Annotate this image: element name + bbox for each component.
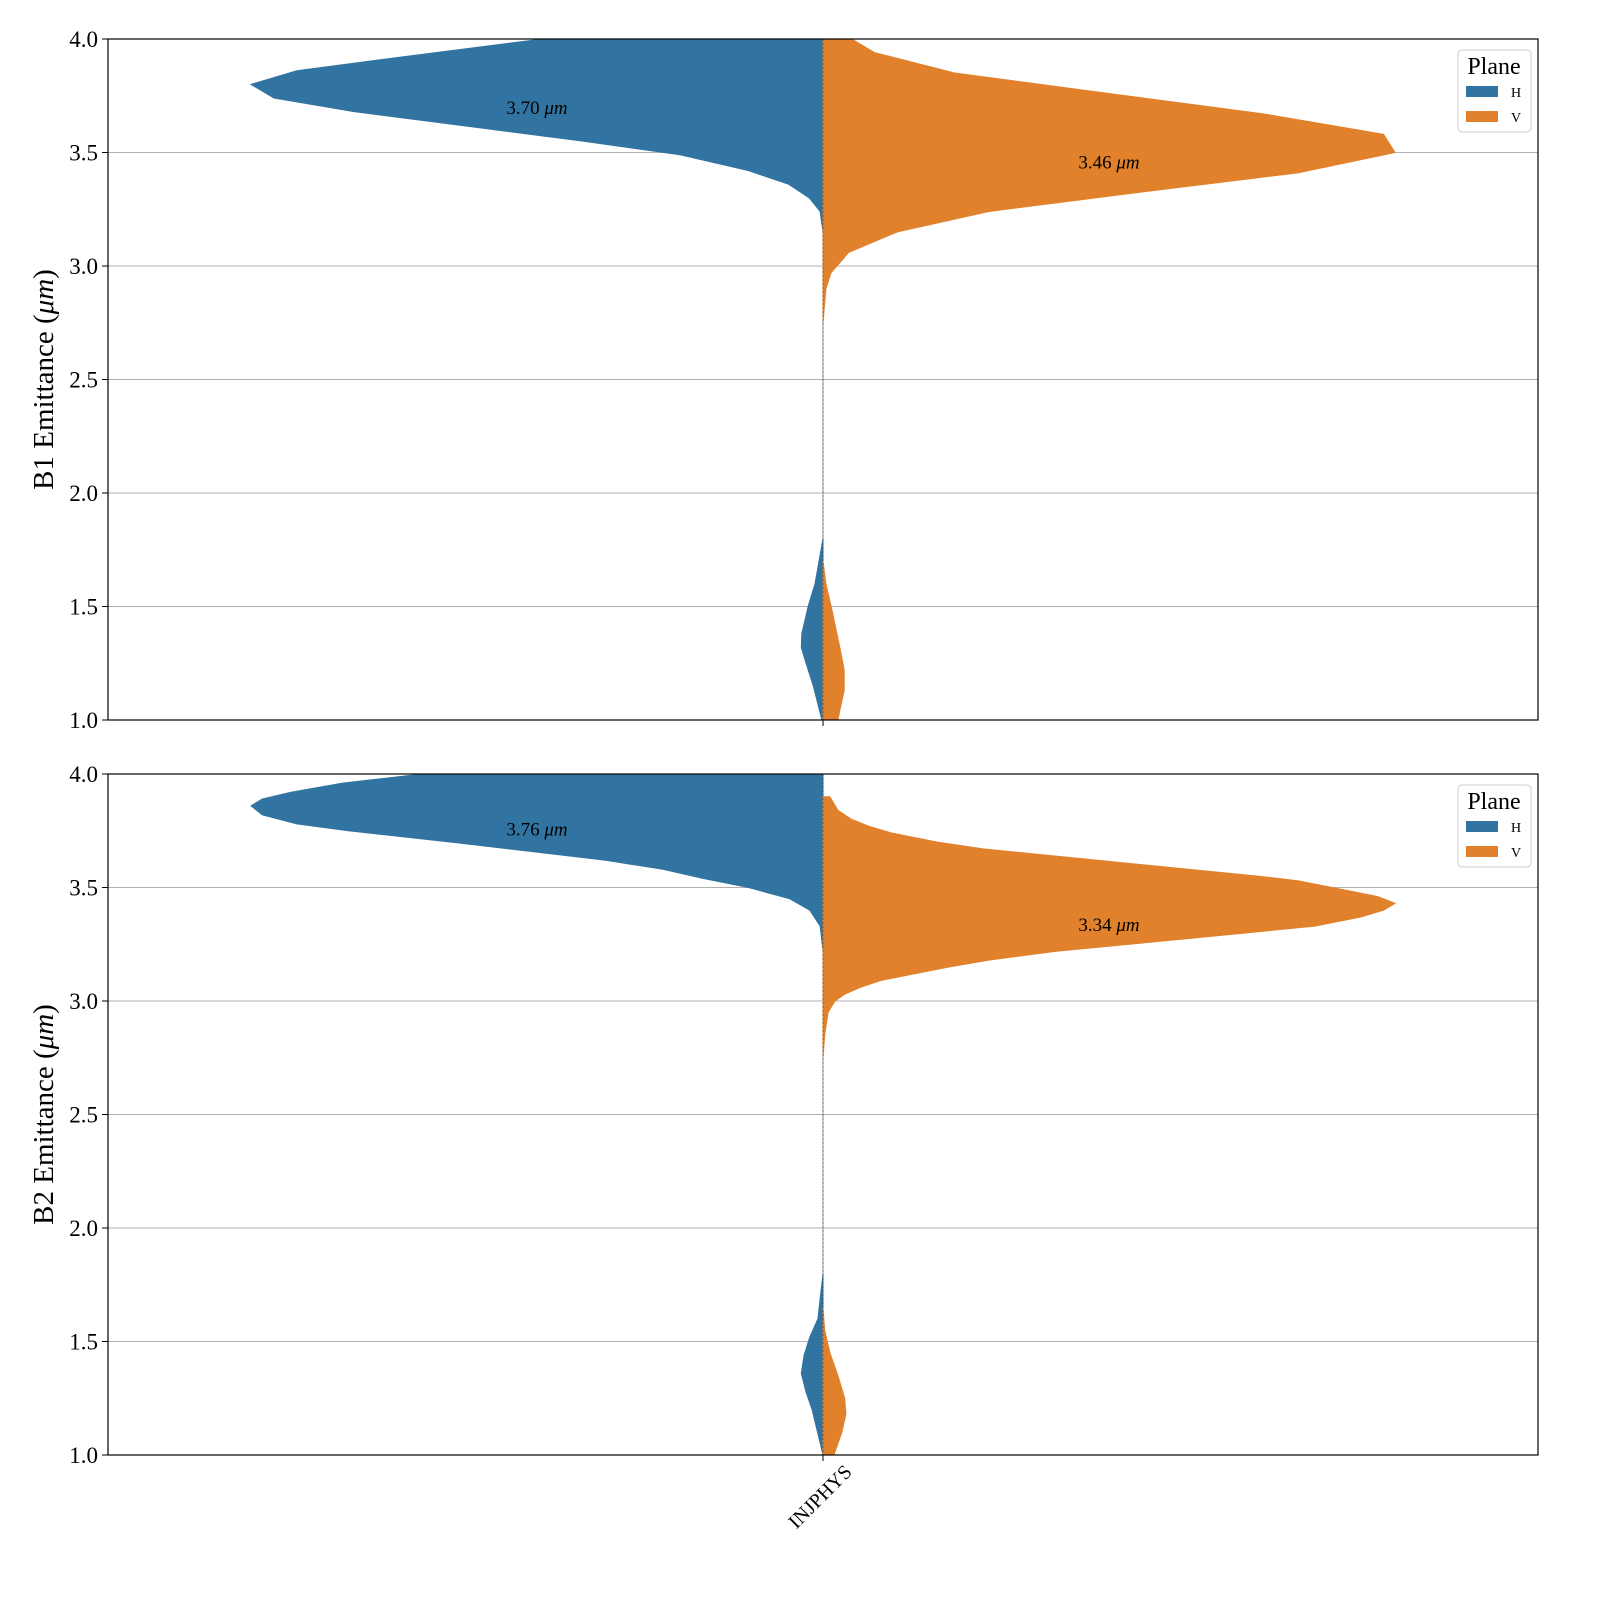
y-axis-label: B2 Emittance (μm): [28, 1004, 60, 1225]
violin-v-part-1: [822, 796, 1397, 1058]
median-annotation-v: 3.34 μm: [1078, 915, 1139, 936]
legend-label-h: H: [1511, 821, 1521, 836]
y-tick-label: 1.0: [69, 1443, 98, 1468]
y-tick-label: 1.0: [69, 708, 98, 733]
panel-1: 1.0 1.5 2.0 2.5 3.0 3.5 4.0 3.70 μm 3.46 μm B1 Em…: [28, 27, 1539, 733]
y-tick-label: 3.0: [69, 254, 98, 279]
legend-label-h: H: [1511, 86, 1521, 101]
y-tick-label: 2.0: [69, 481, 98, 506]
legend-swatch-h: [1466, 86, 1498, 97]
y-tick-label: 3.5: [69, 141, 98, 166]
violin-h-part-2: [800, 1273, 824, 1456]
y-tick-label: 3.5: [69, 876, 98, 901]
x-tick-label: INJPHYS: [784, 1461, 856, 1533]
y-tick-label: 4.0: [69, 27, 98, 52]
violin-v-part-2: [822, 561, 845, 721]
median-annotation-h: 3.70 μm: [506, 98, 567, 119]
y-tick-label: 3.0: [69, 989, 98, 1014]
legend: Plane HV: [1457, 49, 1532, 133]
legend: Plane HV: [1457, 784, 1532, 868]
legend-swatch-h: [1466, 821, 1498, 832]
legend-swatch-v: [1466, 111, 1498, 122]
panel-2: 1.0 1.5 2.0 2.5 3.0 3.5 4.0 3.76 μm 3.34 μm B2 Em…: [28, 762, 1539, 1468]
legend-title: Plane: [1467, 789, 1520, 815]
legend-title: Plane: [1467, 54, 1520, 80]
legend-label-v: V: [1511, 111, 1521, 126]
y-axis-label: B1 Emittance (μm): [28, 269, 60, 490]
violin-h-part-1: [249, 38, 824, 232]
violin-v-part-2: [822, 1307, 847, 1456]
y-tick-label: 2.5: [69, 368, 98, 393]
legend-label-v: V: [1511, 846, 1521, 861]
median-annotation-h: 3.76 μm: [506, 819, 567, 840]
y-tick-label: 4.0: [69, 762, 98, 787]
y-tick-label: 2.5: [69, 1103, 98, 1128]
y-tick-label: 2.0: [69, 1216, 98, 1241]
violin-v-part-1: [822, 38, 1396, 323]
legend-swatch-v: [1466, 846, 1498, 857]
violin-h-part-1: [250, 773, 824, 952]
y-tick-label: 1.5: [69, 1330, 98, 1355]
y-tick-label: 1.5: [69, 595, 98, 620]
median-annotation-v: 3.46 μm: [1078, 153, 1139, 174]
violin-h-part-2: [800, 538, 824, 721]
